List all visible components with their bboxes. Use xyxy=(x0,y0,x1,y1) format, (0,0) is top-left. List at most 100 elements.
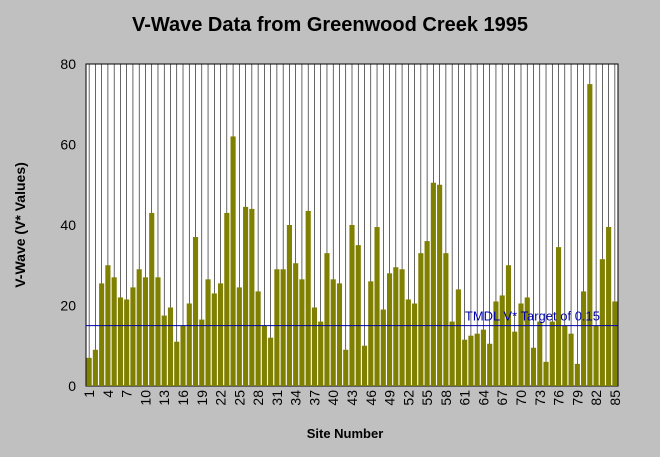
bar-site-8 xyxy=(130,287,136,386)
bar-site-73 xyxy=(537,321,543,386)
x-tick-label: 19 xyxy=(194,390,210,406)
bar-site-76 xyxy=(555,247,562,386)
bar-site-65 xyxy=(487,343,493,386)
reference-line-group: TMDL V* Target of 0.15 xyxy=(86,309,618,327)
x-tick-label: 31 xyxy=(269,390,285,406)
bar-site-43 xyxy=(349,225,355,386)
bar-site-81 xyxy=(587,84,593,386)
bar-site-31 xyxy=(274,269,280,386)
bar-site-33 xyxy=(286,225,292,386)
bar-site-18 xyxy=(192,237,199,386)
bar-site-9 xyxy=(136,269,142,386)
bar-site-34 xyxy=(293,263,299,386)
bar-site-21 xyxy=(211,293,217,386)
bar-site-38 xyxy=(318,321,324,386)
x-tick-label: 58 xyxy=(438,390,454,406)
bar-site-77 xyxy=(562,325,568,386)
x-tick-label: 10 xyxy=(137,390,153,406)
bar-site-2 xyxy=(92,349,98,386)
bar-site-80 xyxy=(581,291,587,386)
bar-site-3 xyxy=(99,283,105,386)
bar-site-39 xyxy=(324,253,330,386)
bar-site-11 xyxy=(149,212,155,386)
x-tick-label: 55 xyxy=(419,390,435,406)
bar-site-25 xyxy=(236,287,242,386)
bar-site-61 xyxy=(462,339,468,386)
y-tick-label: 60 xyxy=(60,137,76,153)
bar-site-83 xyxy=(599,259,605,386)
bar-site-54 xyxy=(418,253,424,386)
bar-site-46 xyxy=(368,281,374,386)
x-tick-label: 1 xyxy=(81,390,97,398)
bar-site-7 xyxy=(124,299,130,386)
bars xyxy=(86,84,618,386)
bar-site-20 xyxy=(205,279,211,386)
bar-site-30 xyxy=(268,337,274,386)
x-tick-label: 85 xyxy=(607,390,623,406)
bar-site-37 xyxy=(311,307,318,386)
bar-site-62 xyxy=(468,335,474,386)
bar-site-75 xyxy=(549,321,555,386)
x-tick-label: 40 xyxy=(325,390,341,406)
bar-site-15 xyxy=(174,341,180,386)
bar-site-51 xyxy=(399,269,405,386)
x-tick-label: 37 xyxy=(306,390,322,406)
bar-site-32 xyxy=(280,269,286,386)
bar-site-42 xyxy=(343,349,349,386)
x-ticks: 1 4 7 10 13 16 19 22 25 28 31 34 37 40 43 46 49 52 55 58 61 6… xyxy=(81,390,623,406)
bar-site-78 xyxy=(568,333,574,386)
bar-site-56 xyxy=(430,182,436,386)
x-tick-label: 73 xyxy=(532,390,548,406)
bar-site-58 xyxy=(443,253,449,386)
bar-site-10 xyxy=(142,277,149,386)
y-tick-label: 40 xyxy=(60,217,76,233)
y-ticks: 0 20 40 60 80 xyxy=(60,56,76,394)
bar-site-28 xyxy=(255,291,261,386)
bar-site-60 xyxy=(455,289,461,386)
y-tick-label: 0 xyxy=(68,378,76,394)
bar-site-41 xyxy=(336,283,343,386)
x-tick-label: 43 xyxy=(344,390,360,406)
bar-site-22 xyxy=(217,283,224,386)
bar-site-50 xyxy=(393,267,399,386)
bar-site-13 xyxy=(161,315,167,386)
x-tick-label: 61 xyxy=(457,390,473,406)
bar-site-52 xyxy=(405,299,411,386)
x-tick-label: 46 xyxy=(363,390,379,406)
bar-site-6 xyxy=(117,297,123,386)
x-tick-label: 34 xyxy=(288,390,304,406)
bar-site-53 xyxy=(412,303,418,386)
bar-site-82 xyxy=(593,325,599,386)
bar-site-23 xyxy=(224,212,230,386)
bar-site-63 xyxy=(474,333,480,386)
x-tick-label: 13 xyxy=(156,390,172,406)
bar-site-12 xyxy=(155,277,161,386)
x-tick-label: 25 xyxy=(231,390,247,406)
x-tick-label: 4 xyxy=(100,390,116,398)
bar-site-49 xyxy=(386,273,393,386)
bar-site-64 xyxy=(480,329,487,386)
bar-site-14 xyxy=(167,307,174,386)
x-tick-label: 49 xyxy=(382,390,398,406)
bar-site-40 xyxy=(330,279,336,386)
x-tick-label: 28 xyxy=(250,390,266,406)
bar-site-55 xyxy=(424,241,430,386)
bar-site-67 xyxy=(499,295,505,386)
bar-site-5 xyxy=(111,277,117,386)
reference-line-label: TMDL V* Target of 0.15 xyxy=(465,309,600,324)
bar-site-59 xyxy=(449,321,455,386)
bar-site-47 xyxy=(374,227,380,386)
bar-site-69 xyxy=(512,331,518,386)
bar-site-35 xyxy=(299,279,305,386)
x-axis-label: Site Number xyxy=(306,426,384,441)
bar-site-84 xyxy=(606,227,612,386)
x-tick-label: 67 xyxy=(494,390,510,406)
chart-title: V-Wave Data from Greenwood Creek 1995 xyxy=(131,14,529,36)
x-tick-label: 22 xyxy=(213,390,229,406)
bar-site-66 xyxy=(493,301,499,386)
x-tick-label: 64 xyxy=(475,390,491,406)
bar-site-45 xyxy=(361,345,368,386)
bar-site-24 xyxy=(230,136,236,386)
x-tick-label: 76 xyxy=(551,390,567,406)
